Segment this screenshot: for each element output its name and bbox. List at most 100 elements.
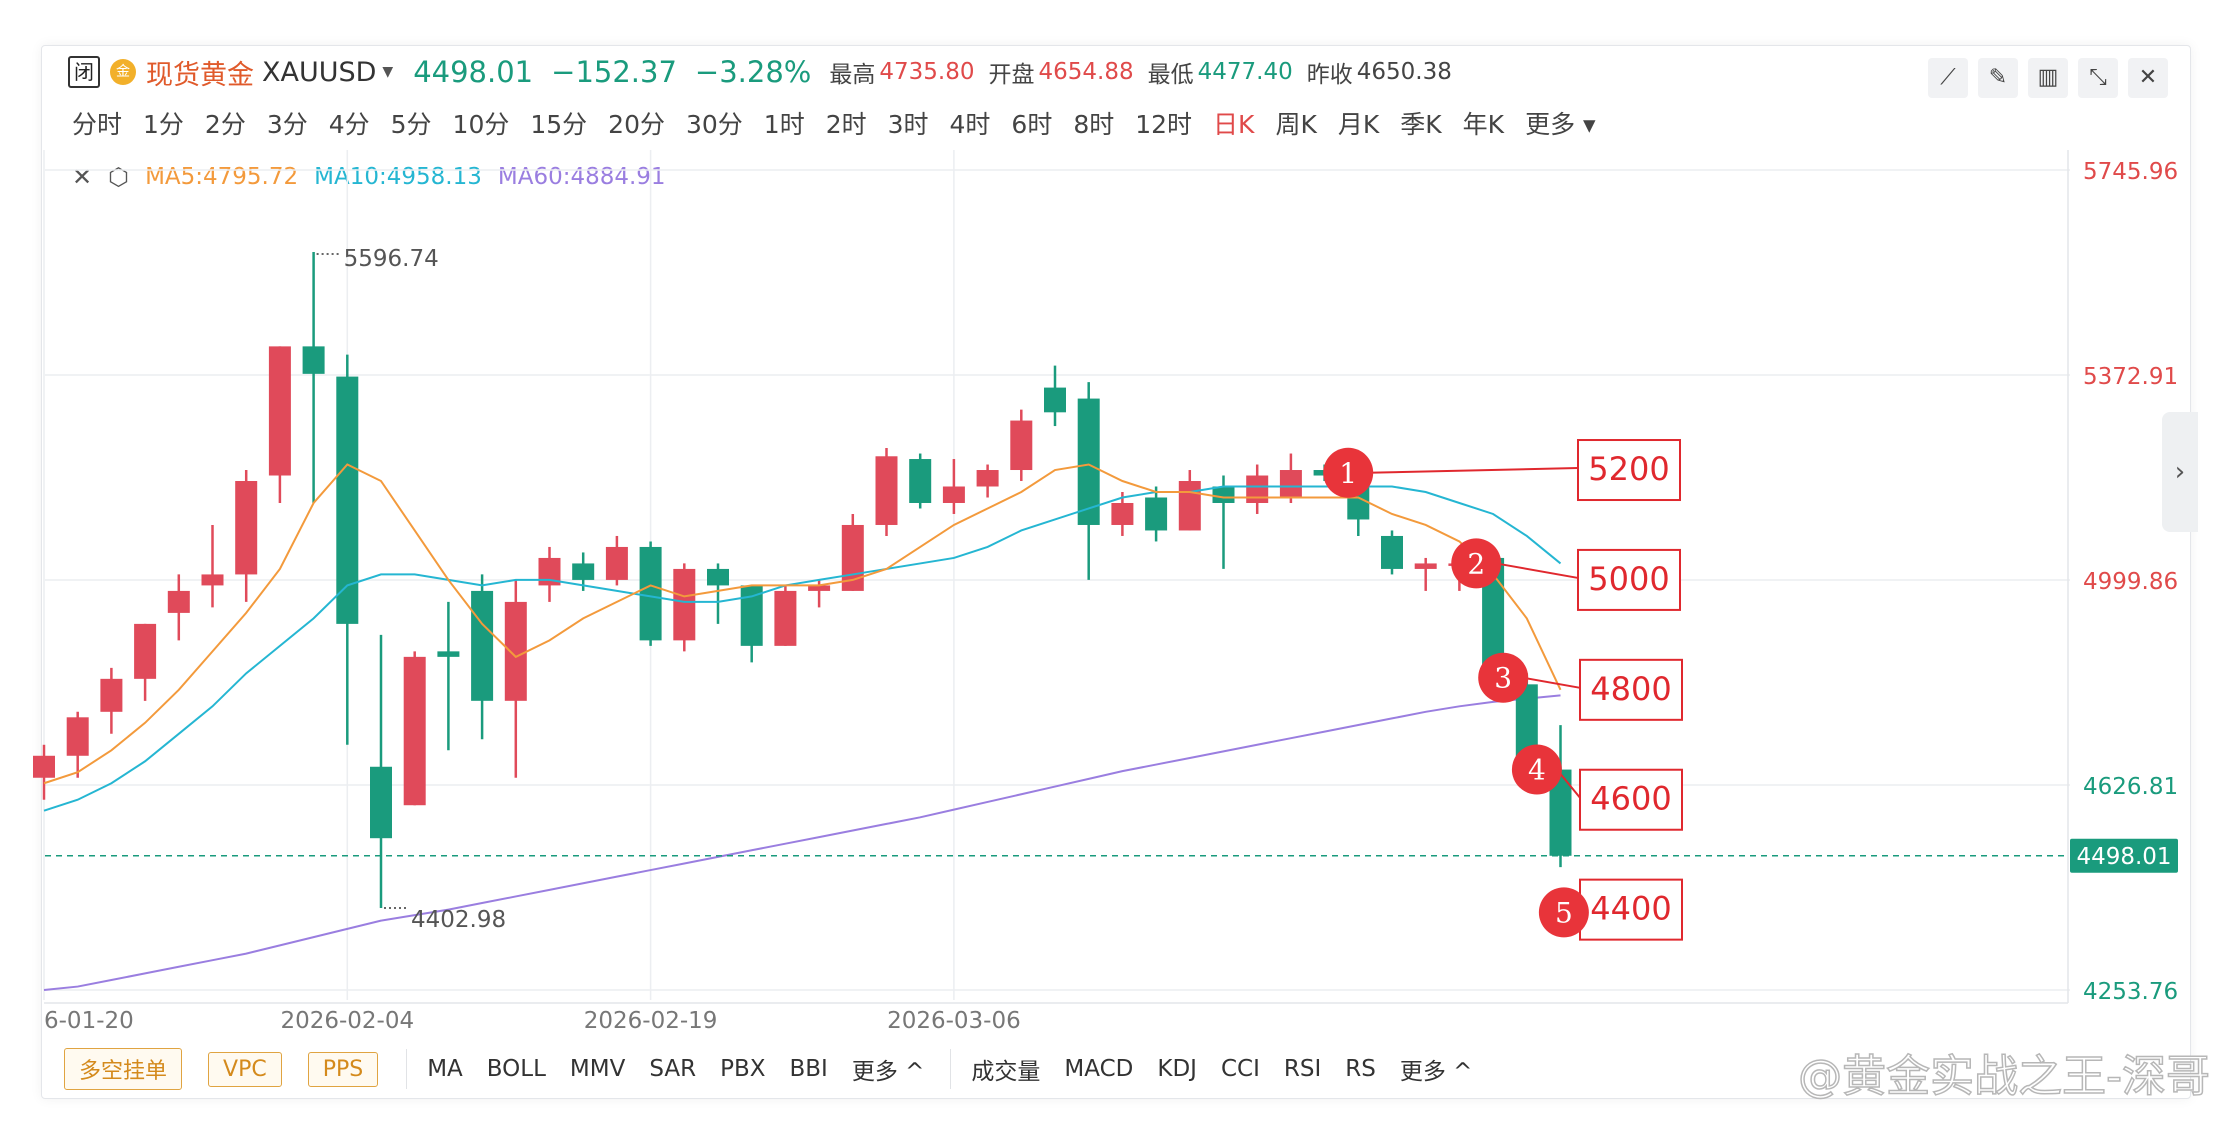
candle-body[interactable]: [1044, 387, 1066, 413]
annotation-marker[interactable]: [1511, 744, 1562, 795]
period-tab-11[interactable]: 2时: [825, 110, 867, 139]
period-tab-17[interactable]: 日K: [1213, 110, 1255, 139]
candle-body[interactable]: [774, 590, 797, 646]
candle-body[interactable]: [66, 717, 89, 756]
period-tab-0[interactable]: 分时: [72, 110, 123, 139]
main-indicator-1[interactable]: BOLL: [486, 1056, 546, 1082]
candle-body[interactable]: [1549, 769, 1572, 856]
sub-indicator-1[interactable]: MACD: [1064, 1056, 1134, 1082]
sub-indicator-6[interactable]: 更多 ^: [1399, 1059, 1473, 1085]
period-tab-8[interactable]: 20分: [608, 110, 665, 139]
candle-body[interactable]: [572, 563, 595, 580]
main-indicator-0[interactable]: MA: [427, 1056, 463, 1082]
close-icon[interactable]: ✕: [2128, 58, 2168, 98]
chevron-down-icon[interactable]: ▼: [382, 64, 394, 80]
candle-body[interactable]: [707, 568, 729, 586]
candle-body[interactable]: [1010, 420, 1033, 471]
period-tab-7[interactable]: 15分: [530, 110, 588, 139]
annotation-box[interactable]: [1577, 548, 1681, 611]
annotation-marker[interactable]: [1538, 887, 1589, 938]
candle-body[interactable]: [1381, 535, 1403, 569]
period-tab-3[interactable]: 3分: [266, 110, 308, 139]
candle-body[interactable]: [673, 568, 696, 641]
main-indicator-2[interactable]: MMV: [569, 1056, 626, 1082]
period-tab-5[interactable]: 5分: [390, 110, 432, 139]
candle-body[interactable]: [1111, 502, 1134, 525]
candle-body[interactable]: [538, 557, 561, 586]
candle-body[interactable]: [268, 346, 291, 476]
sub-indicator-0[interactable]: 成交量: [971, 1059, 1041, 1085]
candle-body[interactable]: [437, 651, 460, 657]
period-tab-21[interactable]: 年K: [1462, 110, 1505, 139]
chevron-right-icon[interactable]: ›: [2162, 412, 2198, 532]
period-tab-6[interactable]: 10分: [452, 110, 510, 139]
candle-body[interactable]: [1279, 470, 1302, 498]
pen-icon[interactable]: ✎: [1978, 58, 2018, 98]
instrument-symbol[interactable]: XAUUSD: [262, 56, 377, 88]
period-tab-2[interactable]: 2分: [204, 110, 246, 139]
main-indicator-3[interactable]: SAR: [649, 1056, 697, 1082]
annotation-box[interactable]: [1577, 439, 1681, 502]
period-tab-4[interactable]: 4分: [328, 110, 370, 139]
candle-body[interactable]: [201, 574, 224, 586]
candle-body[interactable]: [134, 623, 157, 679]
candle-body[interactable]: [639, 546, 662, 641]
candle-body[interactable]: [740, 585, 763, 646]
period-tab-14[interactable]: 6时: [1011, 110, 1053, 139]
main-indicator-6[interactable]: 更多 ^: [851, 1059, 925, 1085]
candle-body[interactable]: [808, 585, 831, 591]
annotation-marker[interactable]: [1451, 538, 1502, 589]
period-tab-9[interactable]: 30分: [685, 110, 743, 139]
main-indicator-5[interactable]: BBI: [789, 1056, 828, 1082]
period-tab-10[interactable]: 1时: [763, 110, 805, 139]
candle-body[interactable]: [1212, 486, 1235, 503]
annotation-marker[interactable]: [1323, 447, 1374, 498]
candle-body[interactable]: [875, 456, 898, 525]
instrument-name[interactable]: 现货黄金: [146, 59, 254, 91]
sub-indicator-5[interactable]: RS: [1345, 1056, 1376, 1082]
annotation-marker[interactable]: [1478, 652, 1529, 703]
candle-body[interactable]: [471, 590, 494, 701]
candle-body[interactable]: [976, 470, 999, 487]
candle-body[interactable]: [504, 601, 527, 701]
sub-indicator-4[interactable]: RSI: [1283, 1056, 1322, 1082]
candle-body[interactable]: [33, 755, 55, 778]
line-tool-icon[interactable]: ⟋: [1928, 58, 1968, 98]
bottom-button-0[interactable]: 多空挂单: [64, 1048, 183, 1090]
candle-body[interactable]: [1246, 475, 1269, 503]
period-tab-15[interactable]: 8时: [1073, 110, 1115, 139]
candle-body[interactable]: [235, 481, 258, 575]
collapse-icon[interactable]: ⤡: [2078, 58, 2118, 98]
period-tab-22[interactable]: 更多 ▾: [1525, 110, 1596, 139]
candle-body[interactable]: [370, 766, 392, 839]
bottom-button-2[interactable]: PPS: [307, 1051, 379, 1087]
period-tab-12[interactable]: 3时: [887, 110, 929, 139]
period-tab-19[interactable]: 月K: [1337, 110, 1380, 139]
candle-body[interactable]: [336, 376, 359, 624]
candle-body[interactable]: [167, 590, 190, 613]
candle-body[interactable]: [942, 486, 965, 503]
candle-body[interactable]: [1482, 557, 1505, 685]
annotation-box[interactable]: [1579, 768, 1683, 831]
sub-indicator-2[interactable]: KDJ: [1157, 1056, 1197, 1082]
candle-body[interactable]: [1077, 398, 1100, 525]
sub-indicator-3[interactable]: CCI: [1220, 1056, 1260, 1082]
period-tab-16[interactable]: 12时: [1135, 110, 1193, 139]
candles-icon[interactable]: ▥: [2028, 58, 2068, 98]
candle-body[interactable]: [302, 346, 325, 374]
main-indicator-4[interactable]: PBX: [720, 1056, 766, 1082]
candle-body[interactable]: [909, 459, 932, 503]
period-tab-13[interactable]: 4时: [949, 110, 991, 139]
candle-body[interactable]: [403, 656, 426, 806]
candle-body[interactable]: [100, 678, 123, 712]
period-tab-1[interactable]: 1分: [143, 110, 184, 139]
period-tab-20[interactable]: 季K: [1400, 110, 1442, 139]
candle-body[interactable]: [605, 546, 628, 580]
candle-body[interactable]: [1145, 497, 1168, 531]
candle-body[interactable]: [1414, 563, 1437, 569]
period-tab-18[interactable]: 周K: [1275, 110, 1317, 139]
candle-body[interactable]: [1178, 481, 1201, 531]
bottom-button-1[interactable]: VPC: [208, 1051, 282, 1087]
annotation-box[interactable]: [1579, 658, 1683, 721]
